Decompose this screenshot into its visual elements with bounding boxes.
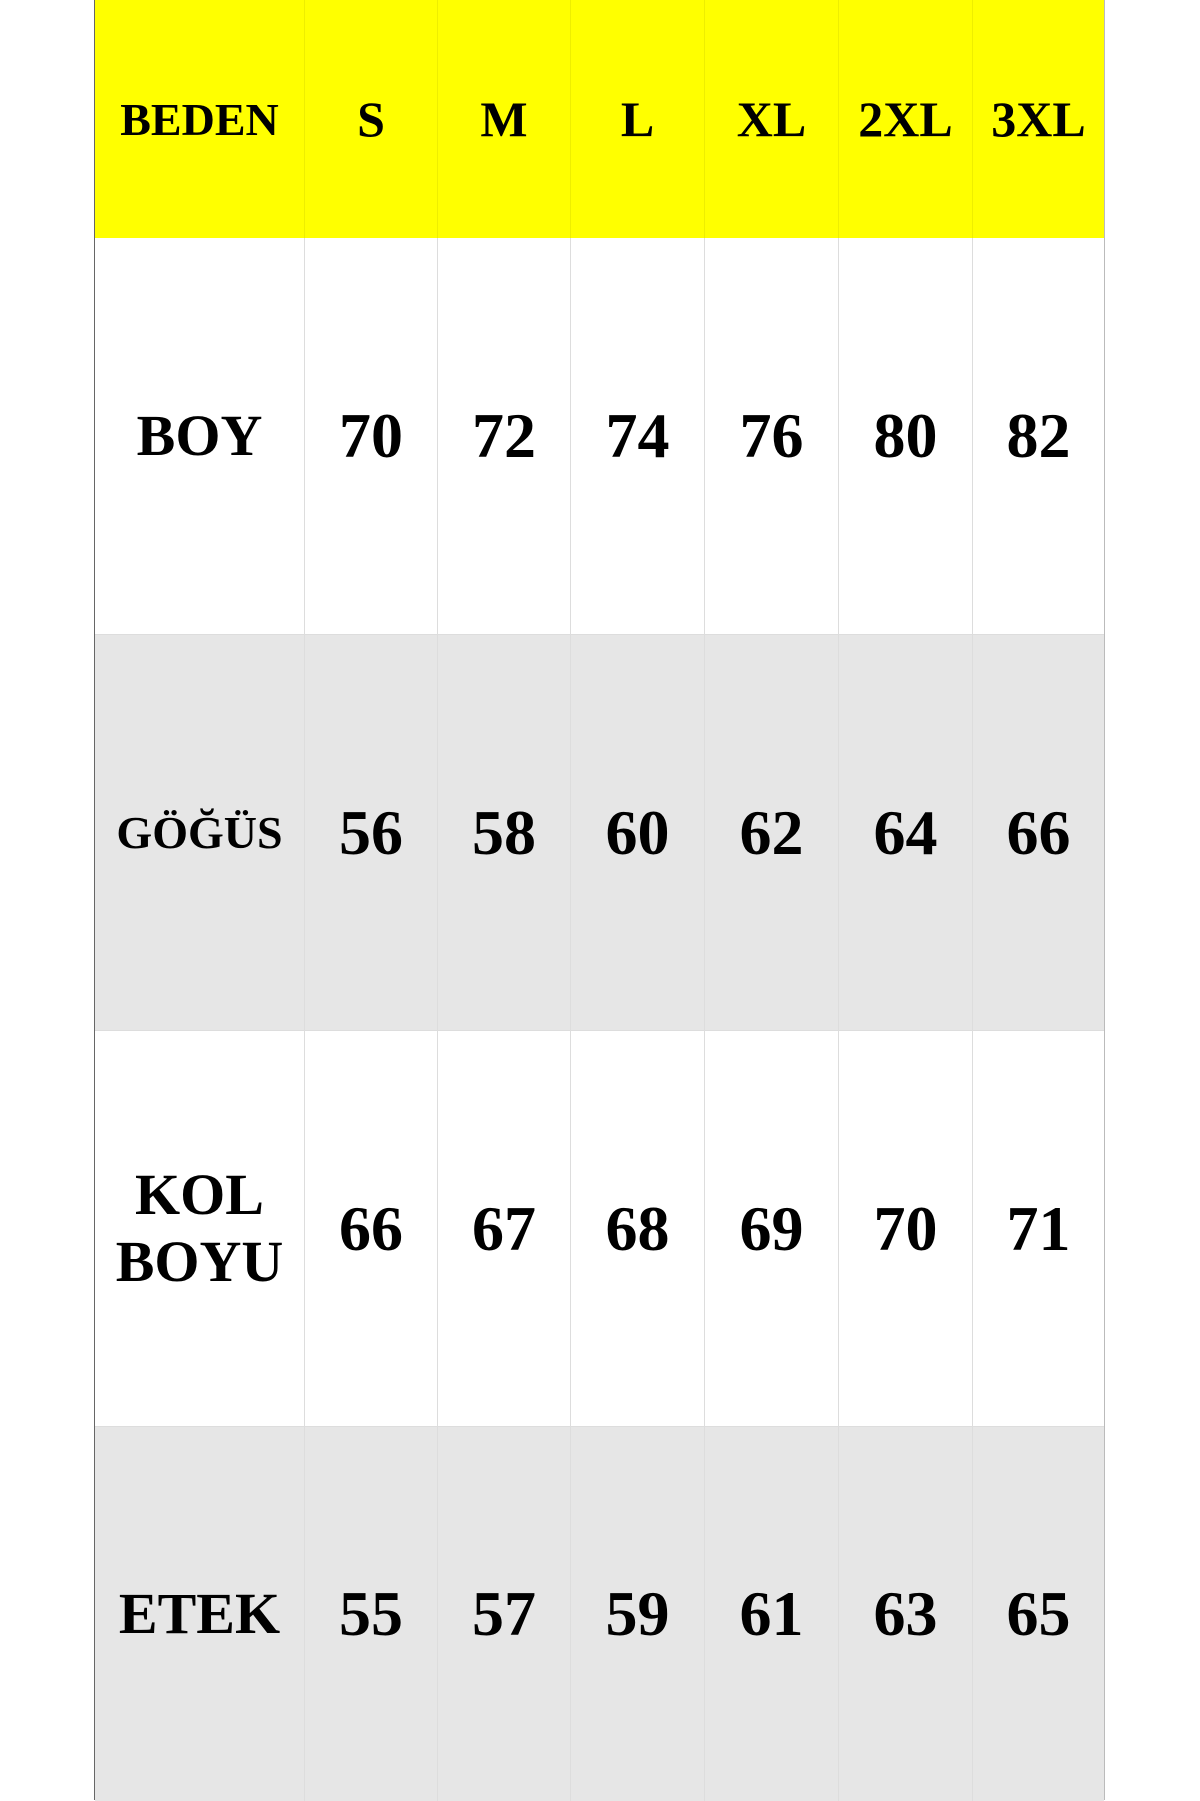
table-cell: 80 (839, 238, 973, 634)
row-label: ETEK (95, 1427, 305, 1801)
row-label: KOL BOYU (95, 1031, 305, 1427)
size-header: M (438, 0, 571, 238)
table-cell: 67 (438, 1031, 571, 1427)
size-header: 2XL (839, 0, 973, 238)
row-label: GÖĞÜS (95, 635, 305, 1031)
table-cell: 61 (705, 1427, 839, 1801)
table-cell: 55 (305, 1427, 438, 1801)
table-cell: 74 (571, 238, 705, 634)
table-cell: 57 (438, 1427, 571, 1801)
table-row: ETEK 55 57 59 61 63 65 (95, 1426, 1104, 1801)
table-cell: 82 (1006, 400, 1071, 472)
table-cell: 56 (305, 635, 438, 1031)
table-row: GÖĞÜS 56 58 60 62 64 66 (95, 634, 1104, 1031)
table-cell: 72 (438, 238, 571, 634)
row-label: BOY (95, 238, 305, 634)
table-cell: 60 (571, 635, 705, 1031)
table-cell: 65 (1006, 1578, 1071, 1650)
table-cell: 62 (705, 635, 839, 1031)
table-cell: 66 (305, 1031, 438, 1427)
table-cell: 70 (305, 238, 438, 634)
table-cell: 59 (571, 1427, 705, 1801)
table-row: KOL BOYU 66 67 68 69 70 71 (95, 1030, 1104, 1427)
size-header: S (305, 0, 438, 238)
header-row: BEDEN S M L XL 2XL 3XL (95, 0, 1104, 238)
size-header: XL (705, 0, 839, 238)
size-header: 3XL (991, 91, 1086, 147)
table-cell: 64 (839, 635, 973, 1031)
table-cell: 76 (705, 238, 839, 634)
table-cell: 63 (839, 1427, 973, 1801)
size-chart-table: BEDEN S M L XL 2XL 3XL BOY 70 72 74 76 8… (94, 0, 1105, 1801)
table-cell: 71 (1006, 1193, 1071, 1265)
table-cell: 58 (438, 635, 571, 1031)
table-cell: 70 (839, 1031, 973, 1427)
size-header: L (571, 0, 705, 238)
header-label: BEDEN (95, 0, 305, 238)
table-cell: 68 (571, 1031, 705, 1427)
table-cell: 66 (1006, 797, 1071, 869)
table-cell: 69 (705, 1031, 839, 1427)
table-row: BOY 70 72 74 76 80 82 (95, 238, 1104, 634)
